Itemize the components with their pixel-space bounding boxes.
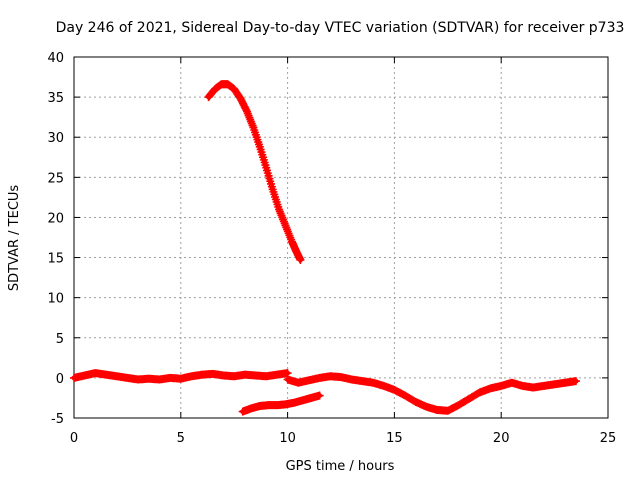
y-tick-label: 10	[47, 292, 64, 307]
y-tick-label: -5	[51, 412, 64, 427]
axis-ticks: 0 5 10 15 20 25 -5 0 5 10 15 20 25 30 35 40	[47, 51, 616, 446]
y-tick-label: 30	[47, 131, 64, 146]
series-arc-low	[238, 391, 324, 416]
plot-frame	[73, 56, 609, 419]
series-arc-baseline-1	[70, 369, 292, 384]
x-tick-label: 25	[600, 431, 617, 446]
x-tick-label: 15	[386, 431, 403, 446]
y-tick-label: 5	[56, 332, 64, 347]
x-tick-label: 10	[279, 431, 296, 446]
y-tick-label: 20	[47, 211, 64, 226]
y-tick-label: 0	[56, 372, 64, 387]
data-point	[315, 391, 324, 400]
y-tick-label: 35	[47, 91, 64, 106]
series-arc-baseline-2	[283, 372, 580, 415]
x-tick-label: 5	[177, 431, 185, 446]
y-tick-label: 40	[47, 51, 64, 66]
chart-title: Day 246 of 2021, Sidereal Day-to-day VTE…	[56, 20, 625, 36]
x-axis-label: GPS time / hours	[286, 459, 395, 474]
data-point	[571, 377, 580, 386]
data-point	[296, 255, 305, 264]
x-tick-label: 20	[493, 431, 510, 446]
y-tick-label: 15	[47, 252, 64, 267]
data-point	[242, 105, 251, 114]
data-points	[70, 80, 580, 416]
x-tick-label: 0	[70, 431, 78, 446]
y-axis-label: SDTVAR / TECUs	[7, 185, 22, 292]
grid	[74, 57, 608, 418]
y-tick-label: 25	[47, 171, 64, 186]
series-arc-high	[204, 80, 305, 264]
